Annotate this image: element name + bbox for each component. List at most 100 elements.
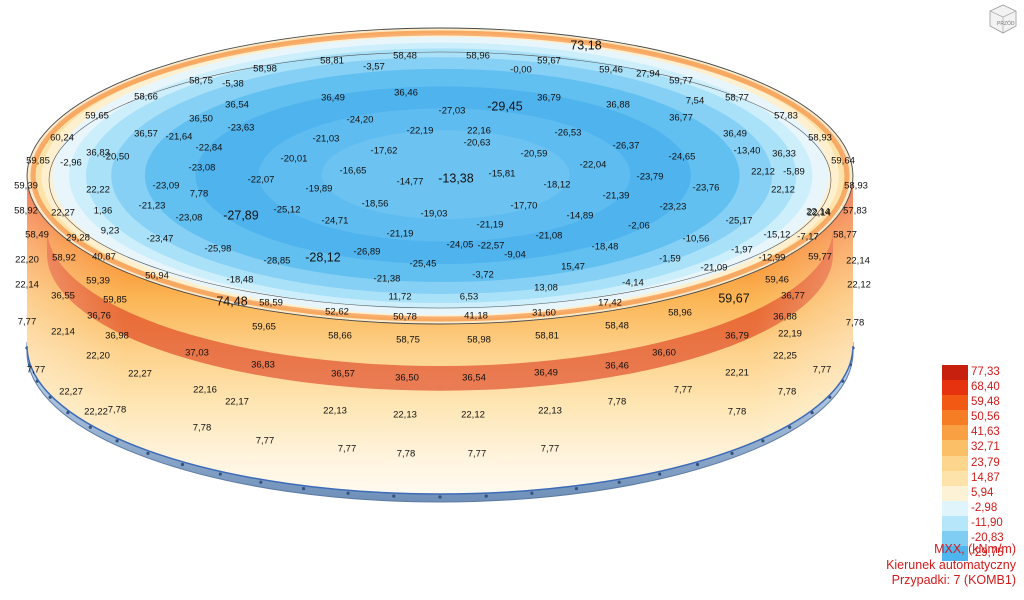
value-label: -18,12 <box>544 180 571 191</box>
value-label: 36,46 <box>394 88 418 99</box>
value-label: -24,05 <box>447 240 474 251</box>
value-label: 36,46 <box>605 361 629 372</box>
legend-swatch <box>942 455 968 471</box>
value-label: 58,98 <box>467 335 491 346</box>
value-label: 36,98 <box>105 331 129 342</box>
result-caption: MXX, (kNm/m) Kierunek automatyczny Przyp… <box>886 542 1016 589</box>
value-label: 40,87 <box>92 252 116 263</box>
view-cube[interactable]: PRZÓD <box>988 4 1018 34</box>
support-node <box>530 491 534 495</box>
legend-value: 59,48 <box>971 396 1000 409</box>
legend-swatch <box>942 470 968 486</box>
value-label: 36,88 <box>773 312 797 323</box>
legend-value: 23,79 <box>971 456 1000 469</box>
legend-row: -20,83 <box>942 531 1020 547</box>
value-label: -22,07 <box>248 175 275 186</box>
rim-band <box>30 30 850 322</box>
value-label: -23,23 <box>660 202 687 213</box>
value-label: -20,50 <box>103 152 130 163</box>
legend-swatch <box>942 440 968 456</box>
value-label: 22,14 <box>51 327 75 338</box>
value-label: 31,60 <box>532 308 556 319</box>
value-label: -25,17 <box>726 216 753 227</box>
value-label: 7,78 <box>608 397 627 408</box>
value-label: -1,97 <box>731 245 753 256</box>
value-label: 22,21 <box>725 368 749 379</box>
value-label: 22,16 <box>467 126 491 137</box>
value-label: 22,16 <box>193 385 217 396</box>
inner-outline <box>48 51 832 309</box>
value-label: -23,79 <box>637 172 664 183</box>
value-label: 22,13 <box>323 406 347 417</box>
value-label: -18,56 <box>362 199 389 210</box>
value-label: 58,81 <box>320 56 344 67</box>
value-label: -10,56 <box>683 234 710 245</box>
support-node <box>730 451 734 455</box>
value-label: 36,49 <box>723 129 747 140</box>
support-node <box>301 487 306 491</box>
value-label: 36,54 <box>225 100 249 111</box>
value-label: 60,24 <box>50 133 74 144</box>
value-label: -24,20 <box>347 115 374 126</box>
legend-swatch <box>942 395 968 411</box>
support-node <box>810 411 814 415</box>
value-label: -15,81 <box>489 169 516 180</box>
value-label: 58,48 <box>605 321 629 332</box>
value-label: 22,13 <box>538 406 562 417</box>
value-label: 59,77 <box>808 252 832 263</box>
legend-swatch <box>942 410 968 426</box>
top-slab <box>26 27 854 325</box>
value-label: -3,57 <box>363 62 385 73</box>
caption-load-case: Przypadki: 7 (KOMB1) <box>891 573 1016 587</box>
value-label: 58,81 <box>535 331 559 342</box>
value-label: -23,08 <box>189 163 216 174</box>
legend-row: 41,63 <box>942 425 1020 441</box>
value-label: -24,71 <box>322 216 349 227</box>
value-label: -1,59 <box>659 254 681 265</box>
value-label: 22,27 <box>59 387 83 398</box>
legend-value: 77,33 <box>971 366 1000 378</box>
value-label: 22,25 <box>773 351 797 362</box>
legend-row: -2,98 <box>942 500 1020 516</box>
color-legend: 77,33 68,40 59,48 50,56 41,63 32,71 23,79 14,87… <box>942 365 1020 562</box>
value-label: -23,63 <box>228 123 255 134</box>
value-label: -22,57 <box>478 241 505 252</box>
support-node <box>115 439 119 443</box>
value-label: 52,62 <box>325 307 349 318</box>
value-label: 36,76 <box>87 311 111 322</box>
legend-row: 23,79 <box>942 455 1020 471</box>
value-label: -29,45 <box>487 99 522 113</box>
value-label: 41,18 <box>464 311 488 322</box>
value-label: 58,77 <box>725 93 749 104</box>
value-label: 22,13 <box>393 410 417 421</box>
value-label: -14,89 <box>567 211 594 222</box>
value-label: 22,12 <box>461 410 485 421</box>
support-node <box>574 487 579 491</box>
value-label: -17,62 <box>371 146 398 157</box>
value-label: 7,77 <box>541 444 560 455</box>
value-label: 58,59 <box>259 298 283 309</box>
legend-value: -2,98 <box>971 501 998 514</box>
value-label: -23,09 <box>153 181 180 192</box>
legend-value: -29,75 <box>971 547 1004 560</box>
value-label: 22,27 <box>51 208 75 219</box>
support-node <box>88 425 92 429</box>
value-label: 29,28 <box>66 233 90 244</box>
value-label: 22,22 <box>86 185 110 196</box>
value-label: 58,98 <box>253 64 277 75</box>
value-labels: 73,18 58,48 58,96 58,81 -3,57 -0,00 58,98 59,67… <box>14 38 871 459</box>
view-cube-icon[interactable]: PRZÓD <box>988 4 1018 34</box>
support-node <box>146 451 150 455</box>
value-label: 22,12 <box>771 185 795 196</box>
value-label: 36,55 <box>51 291 75 302</box>
value-label: -18,48 <box>592 242 619 253</box>
value-label: 58,93 <box>808 133 832 144</box>
support-node <box>484 494 488 498</box>
value-label: 59,39 <box>86 276 110 287</box>
value-label: 7,54 <box>686 96 705 107</box>
value-label: 36,77 <box>669 113 693 124</box>
caption-direction: Kierunek automatyczny <box>886 557 1016 572</box>
value-label: 36,57 <box>331 369 355 380</box>
